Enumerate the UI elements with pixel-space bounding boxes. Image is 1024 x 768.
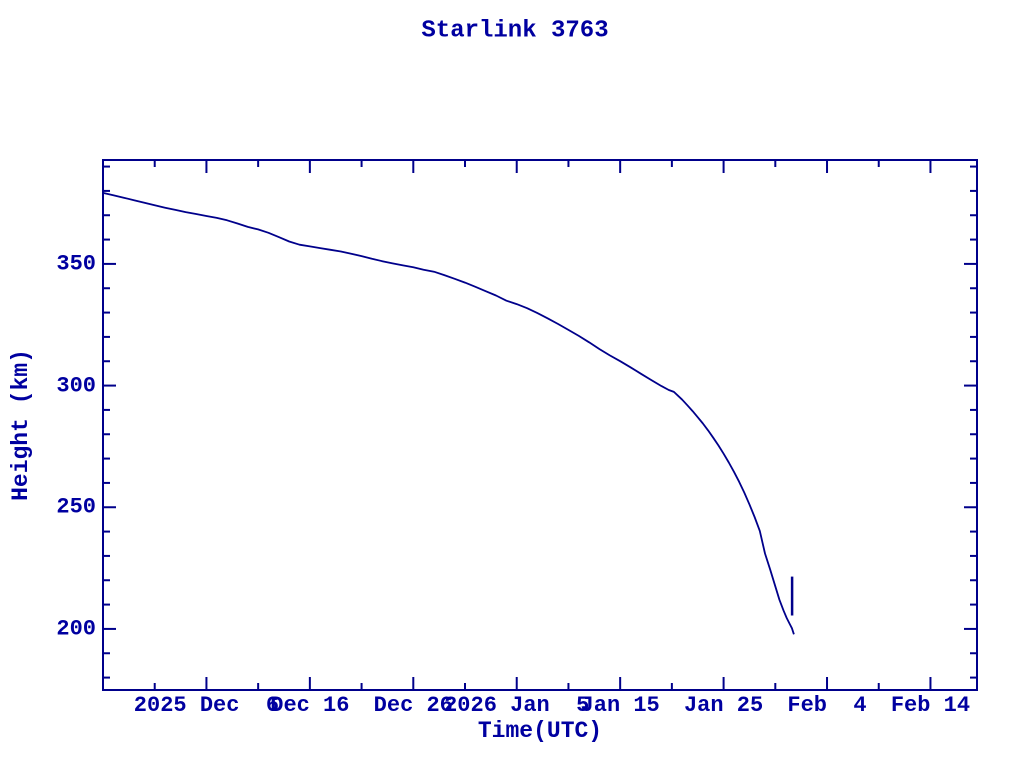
y-tick-label: 350 xyxy=(56,251,96,277)
y-tick-label: 250 xyxy=(56,494,96,520)
x-tick-label: Jan 25 xyxy=(683,693,764,718)
x-tick-label: Feb 4 xyxy=(787,693,867,718)
x-tick-label: Dec 16 xyxy=(270,693,350,718)
x-tick-label: Dec 26 xyxy=(373,693,453,718)
x-axis-title: Time(UTC) xyxy=(477,718,603,744)
y-tick-label: 300 xyxy=(56,373,96,399)
x-tick-label: 2025 Dec 6 xyxy=(133,693,280,718)
chart-title: Starlink 3763 xyxy=(421,17,609,45)
height-profile xyxy=(102,192,795,635)
plot-border xyxy=(102,159,978,691)
x-tick-label: Feb 14 xyxy=(890,693,971,718)
y-tick-label: 200 xyxy=(56,616,96,642)
x-tick-label: Jan 15 xyxy=(580,693,660,718)
x-tick-label: 2026 Jan 5 xyxy=(444,693,590,718)
